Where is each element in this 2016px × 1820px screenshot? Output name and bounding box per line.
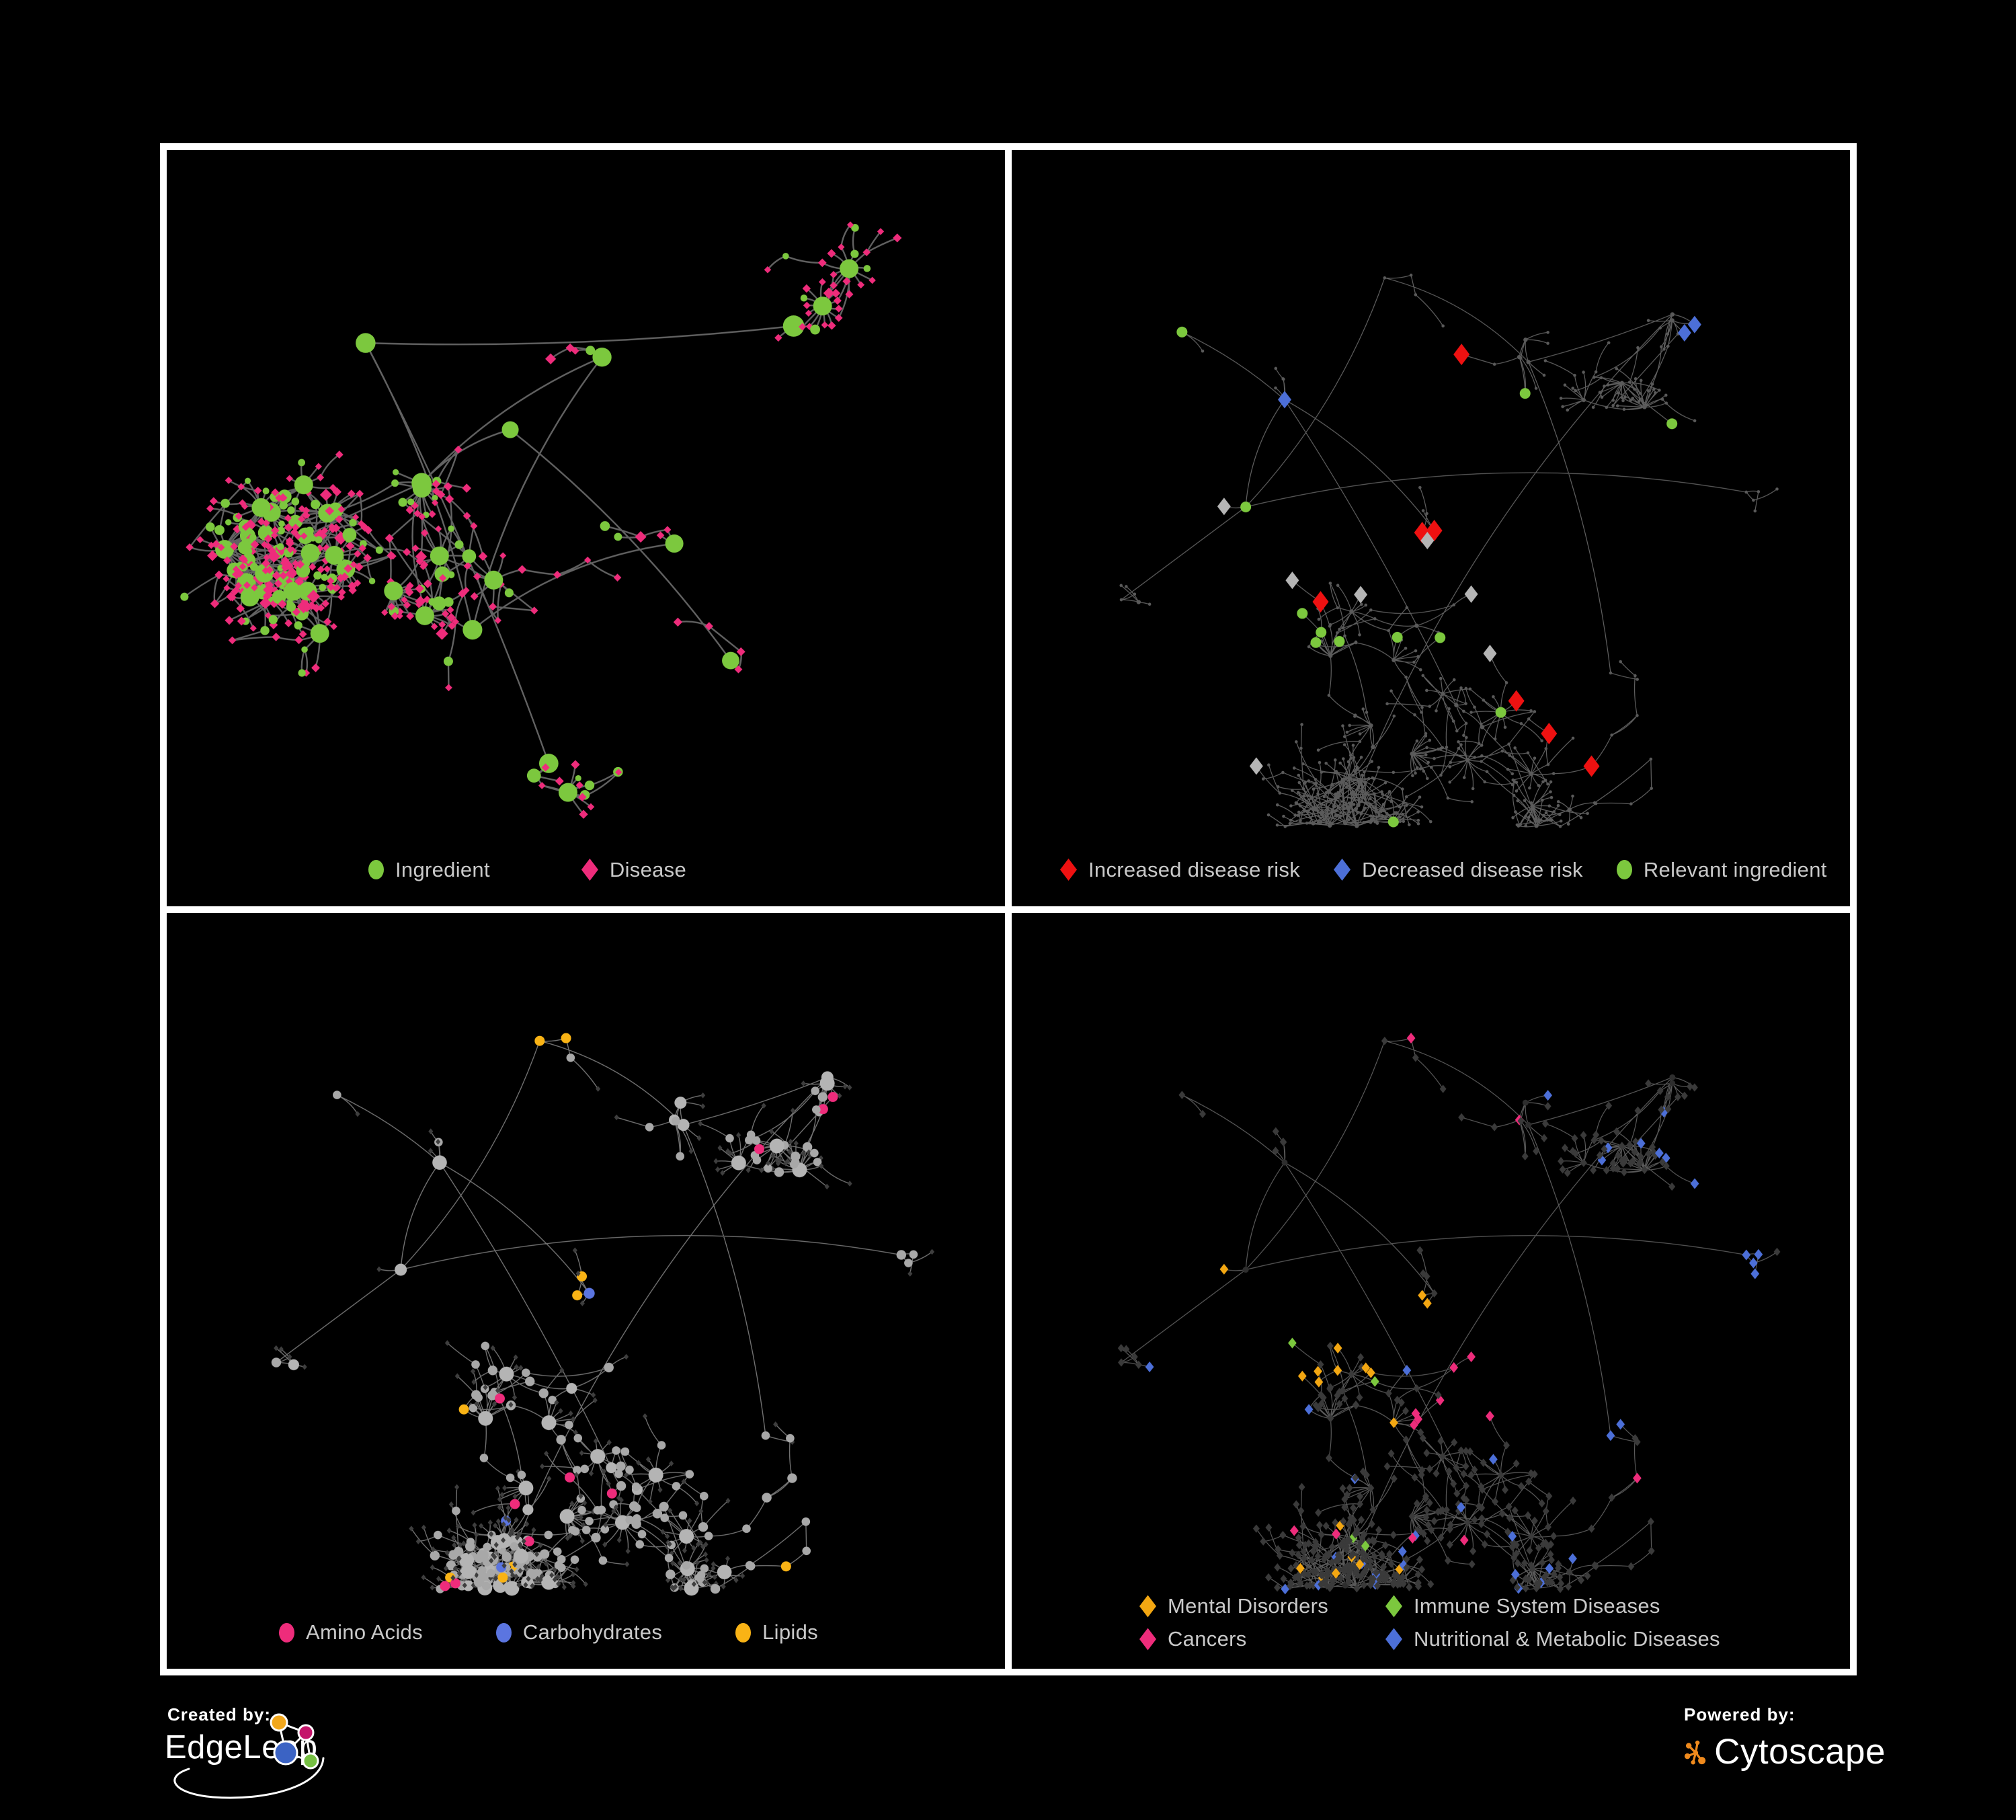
amino-acids-legend-marker — [279, 1622, 294, 1643]
panel-ingredient-disease: Ingredient Disease — [167, 150, 1005, 906]
legend-item: Carbohydrates — [495, 1620, 663, 1645]
edgeleap-wordmark: EdgeLeap — [165, 1729, 318, 1766]
ingredient-disease-legend: Ingredient Disease — [167, 858, 1005, 882]
legend-item: Lipids — [735, 1620, 818, 1645]
legend-item: Amino Acids — [279, 1620, 423, 1645]
disease-legend-marker — [581, 859, 598, 881]
cytoscape-wordmark: Cytoscape — [1714, 1731, 1886, 1772]
legend-item: Decreased disease risk — [1334, 858, 1583, 882]
cancers-legend-marker — [1139, 1628, 1156, 1651]
mental-disorders-legend-marker — [1139, 1595, 1156, 1618]
ingredient-disease-network-canvas — [167, 150, 1005, 906]
powered-by-label: Powered by: — [1684, 1704, 1796, 1725]
cytoscape-credit: Powered by: Cytosc — [1684, 1704, 1886, 1785]
disease-risk-network-canvas — [1012, 150, 1850, 906]
legend-label: Decreased disease risk — [1362, 857, 1583, 881]
legend-label: Amino Acids — [306, 1620, 423, 1644]
disease-class-legend: Mental Disorders Immune System Diseases … — [1139, 1594, 1720, 1651]
relevant-ingredient-legend-marker — [1616, 860, 1632, 879]
legend-label: Relevant ingredient — [1643, 857, 1827, 881]
legend-label: Lipids — [762, 1620, 818, 1644]
legend-label: Nutritional & Metabolic Diseases — [1414, 1627, 1720, 1651]
legend-label: Ingredient — [395, 857, 490, 881]
edgeleap-credit: Created by: EdgeLeap — [165, 1704, 393, 1805]
cytoscape-logo-row: Cytoscape — [1684, 1729, 1886, 1774]
panel-nutrient-classes: Amino Acids Carbohydrates Lipids — [167, 912, 1005, 1669]
legend-label: Cancers — [1168, 1627, 1247, 1651]
panel-disease-classes: Mental Disorders Immune System Diseases … — [1012, 912, 1850, 1669]
decreased-risk-legend-marker — [1334, 859, 1351, 881]
legend-label: Increased disease risk — [1088, 857, 1301, 881]
legend-label: Mental Disorders — [1168, 1594, 1329, 1618]
cytoscape-logo-icon — [1684, 1740, 1706, 1765]
legend-item: Increased disease risk — [1060, 858, 1300, 882]
legend-label: Disease — [609, 857, 686, 881]
disease-class-network-canvas — [1012, 912, 1850, 1669]
created-by-label: Created by: — [167, 1704, 272, 1725]
legend-label: Carbohydrates — [522, 1620, 663, 1644]
legend-item: Nutritional & Metabolic Diseases — [1385, 1627, 1720, 1651]
ingredient-legend-marker — [368, 860, 384, 879]
legend-item: Cancers — [1139, 1627, 1385, 1651]
legend-item: Immune System Diseases — [1385, 1594, 1720, 1618]
nutrient-class-network-canvas — [167, 912, 1005, 1669]
carbohydrates-legend-marker — [495, 1622, 512, 1643]
legend-label: Immune System Diseases — [1414, 1594, 1660, 1618]
lipids-legend-marker — [735, 1622, 752, 1643]
legend-item: Ingredient — [368, 858, 490, 882]
panel-disease-risk: Increased disease risk Decreased disease… — [1012, 150, 1850, 906]
legend-item: Mental Disorders — [1139, 1594, 1385, 1618]
increased-risk-legend-marker — [1060, 859, 1077, 881]
disease-risk-legend: Increased disease risk Decreased disease… — [1012, 858, 1850, 882]
nutrient-class-legend: Amino Acids Carbohydrates Lipids — [167, 1620, 1005, 1645]
nutritional-metabolic-legend-marker — [1385, 1628, 1402, 1651]
network-figure-grid: Ingredient Disease Increased disease ris… — [160, 143, 1857, 1675]
legend-item: Relevant ingredient — [1616, 857, 1827, 882]
legend-item: Disease — [581, 858, 686, 882]
immune-diseases-legend-marker — [1385, 1595, 1402, 1618]
